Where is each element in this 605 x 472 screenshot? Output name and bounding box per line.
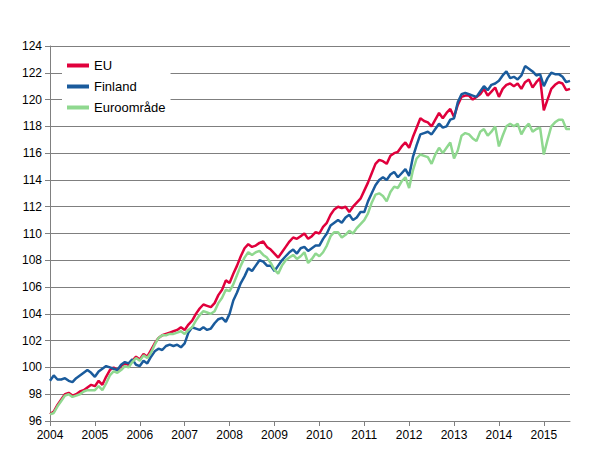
- svg-text:120: 120: [22, 93, 42, 107]
- svg-text:EU: EU: [94, 58, 112, 73]
- svg-text:2015: 2015: [530, 428, 557, 442]
- svg-text:Finland: Finland: [94, 79, 137, 94]
- svg-text:110: 110: [23, 227, 42, 241]
- svg-text:122: 122: [22, 66, 42, 80]
- svg-text:2011: 2011: [351, 428, 377, 442]
- svg-text:108: 108: [22, 253, 42, 267]
- svg-text:100: 100: [22, 360, 42, 374]
- svg-text:2013: 2013: [441, 428, 468, 442]
- svg-text:96: 96: [29, 414, 43, 428]
- svg-text:2012: 2012: [396, 428, 423, 442]
- svg-text:106: 106: [22, 280, 42, 294]
- svg-text:112: 112: [23, 200, 42, 214]
- svg-text:118: 118: [23, 119, 42, 133]
- svg-text:2008: 2008: [216, 428, 243, 442]
- svg-text:2006: 2006: [126, 428, 153, 442]
- svg-text:98: 98: [29, 387, 43, 401]
- svg-text:2014: 2014: [486, 428, 513, 442]
- svg-text:116: 116: [23, 146, 42, 160]
- svg-text:104: 104: [22, 307, 42, 321]
- svg-text:2005: 2005: [82, 428, 109, 442]
- svg-text:2009: 2009: [261, 428, 288, 442]
- svg-text:2004: 2004: [37, 428, 64, 442]
- svg-text:2007: 2007: [171, 428, 198, 442]
- svg-text:102: 102: [22, 334, 42, 348]
- svg-text:124: 124: [22, 39, 42, 53]
- svg-text:114: 114: [23, 173, 42, 187]
- svg-text:Euroområde: Euroområde: [94, 100, 166, 115]
- svg-text:2010: 2010: [306, 428, 333, 442]
